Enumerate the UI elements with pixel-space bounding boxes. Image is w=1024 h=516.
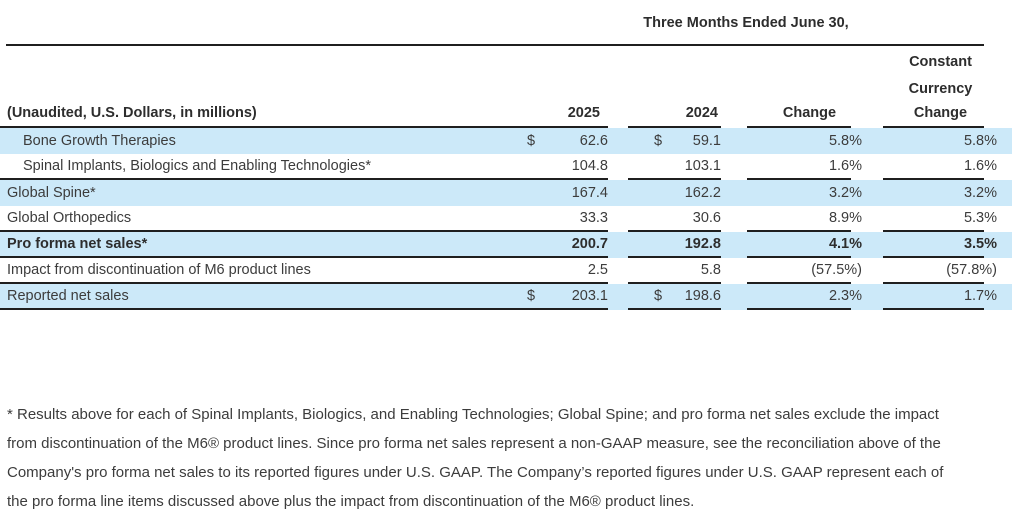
col-header-cc-change: Change — [883, 94, 984, 128]
cc-header-line1: Constant — [909, 54, 972, 70]
column-gap — [984, 94, 1012, 128]
value-cc-change: 1.7% — [883, 284, 997, 310]
value-2024: $198.6 — [628, 284, 721, 310]
column-gap — [721, 128, 747, 154]
column-gap — [721, 232, 747, 258]
column-gap — [721, 284, 747, 310]
unaudited-label: (Unaudited, U.S. Dollars, in millions) — [0, 94, 504, 128]
footnote-line: the pro forma line items discussed above… — [7, 493, 695, 510]
col-header-change: Change — [747, 94, 851, 128]
column-gap — [851, 154, 883, 180]
value-2025: 104.8 — [504, 154, 608, 180]
column-gap — [984, 258, 1012, 284]
value-2025: 2.5 — [504, 258, 608, 284]
row-label: Spinal Implants, Biologics and Enabling … — [0, 154, 504, 180]
column-gap — [984, 180, 1012, 206]
column-gap — [851, 232, 883, 258]
constant-currency-header: Constant Currency — [883, 49, 998, 103]
table-row-reported-net-sales: Reported net sales $203.1 $198.6 2.3% 1.… — [0, 284, 1012, 310]
value-change: 8.9% — [747, 206, 862, 232]
column-gap — [721, 154, 747, 180]
cc-header-line2: Currency — [908, 81, 973, 97]
value-cc-change: 3.2% — [963, 185, 997, 201]
value-2024: $59.1 — [654, 133, 721, 149]
value-change: 4.1% — [747, 232, 862, 258]
col-header-2024: 2024 — [628, 94, 721, 128]
value-2025: $62.6 — [527, 133, 608, 149]
column-gap — [608, 206, 628, 232]
value-cc-change: 5.8% — [963, 133, 997, 149]
value-change: 3.2% — [828, 185, 862, 201]
row-label: Bone Growth Therapies — [23, 133, 176, 149]
column-gap — [984, 128, 1012, 154]
value-2025: 167.4 — [571, 185, 608, 201]
row-label: Reported net sales — [0, 284, 504, 310]
column-gap — [721, 206, 747, 232]
period-underline-rule — [6, 44, 984, 46]
column-header-row: (Unaudited, U.S. Dollars, in millions) 2… — [0, 94, 1012, 128]
dollar-sign: $ — [654, 288, 663, 304]
footnote: * Results above for each of Spinal Impla… — [7, 400, 1007, 516]
column-gap — [721, 180, 747, 206]
column-gap — [608, 258, 628, 284]
value-2024: 30.6 — [628, 206, 721, 232]
value-cc-change: (57.8%) — [883, 258, 997, 284]
value-2024: 103.1 — [628, 154, 721, 180]
footnote-line: Company's pro forma net sales to its rep… — [7, 464, 944, 481]
column-gap — [608, 94, 628, 128]
column-gap — [984, 154, 1012, 180]
dollar-sign: $ — [527, 288, 536, 304]
sales-table: (Unaudited, U.S. Dollars, in millions) 2… — [0, 94, 1012, 310]
row-label: Impact from discontinuation of M6 produc… — [0, 258, 504, 284]
period-title: Three Months Ended June 30, — [643, 15, 849, 31]
value-change: 5.8% — [828, 133, 862, 149]
value-2024: 5.8 — [628, 258, 721, 284]
column-gap — [851, 206, 883, 232]
value-change: 2.3% — [747, 284, 862, 310]
table-row-bone-growth-therapies: Bone Growth Therapies $62.6 $59.1 5.8% 5… — [0, 128, 1012, 154]
table-row-global-orthopedics: Global Orthopedics 33.3 30.6 8.9% 5.3% — [0, 206, 1012, 232]
footnote-line: * Results above for each of Spinal Impla… — [7, 406, 939, 423]
column-gap — [851, 284, 883, 310]
footnote-line: from discontinuation of the M6® product … — [7, 435, 941, 452]
column-gap — [984, 232, 1012, 258]
column-gap — [608, 128, 628, 154]
row-label: Global Spine* — [7, 185, 96, 201]
value-2025: 33.3 — [504, 206, 608, 232]
column-gap — [721, 94, 747, 128]
value-2025: $203.1 — [504, 284, 608, 310]
value-cc-change: 5.3% — [883, 206, 997, 232]
row-label: Global Orthopedics — [0, 206, 504, 232]
dollar-sign: $ — [654, 133, 663, 149]
column-gap — [608, 180, 628, 206]
column-gap — [608, 284, 628, 310]
table-row-spinal-implants: Spinal Implants, Biologics and Enabling … — [0, 154, 1012, 180]
row-label: Pro forma net sales* — [0, 232, 504, 258]
value-2024: 162.2 — [684, 185, 721, 201]
column-gap — [851, 128, 883, 154]
col-header-2025: 2025 — [504, 94, 608, 128]
dollar-sign: $ — [527, 133, 536, 149]
column-gap — [608, 154, 628, 180]
column-gap — [851, 180, 883, 206]
value-cc-change: 1.6% — [883, 154, 997, 180]
value-2025: 200.7 — [504, 232, 608, 258]
column-gap — [608, 232, 628, 258]
column-gap — [851, 258, 883, 284]
column-gap — [851, 94, 883, 128]
value-change: (57.5%) — [747, 258, 862, 284]
column-gap — [721, 258, 747, 284]
table-row-pro-forma-net-sales: Pro forma net sales* 200.7 192.8 4.1% 3.… — [0, 232, 1012, 258]
table-row-global-spine: Global Spine* 167.4 162.2 3.2% 3.2% — [0, 180, 1012, 206]
column-gap — [984, 284, 1012, 310]
value-cc-change: 3.5% — [883, 232, 997, 258]
column-gap — [984, 206, 1012, 232]
value-2024: 192.8 — [628, 232, 721, 258]
table-row-m6-discontinuation-impact: Impact from discontinuation of M6 produc… — [0, 258, 1012, 284]
value-change: 1.6% — [747, 154, 862, 180]
